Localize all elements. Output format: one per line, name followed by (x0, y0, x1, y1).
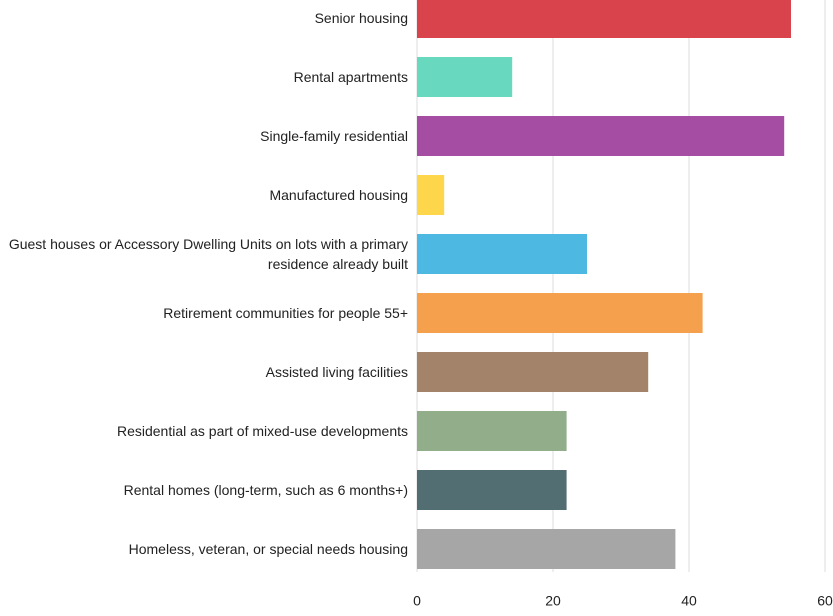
bar (417, 470, 567, 510)
bar (417, 175, 445, 215)
x-tick-label: 60 (817, 593, 833, 609)
bar (417, 234, 587, 274)
y-tick-label: Retirement communities for people 55+ (163, 305, 408, 321)
x-tick-label: 20 (545, 593, 561, 609)
y-tick-label: Residential as part of mixed-use develop… (116, 423, 408, 439)
bar (417, 116, 785, 156)
bar (417, 293, 703, 333)
y-tick-label: Homeless, veteran, or special needs hous… (128, 541, 408, 557)
bar (417, 411, 567, 451)
y-tick-label: Rental apartments (293, 69, 408, 85)
x-tick-label: 0 (413, 593, 421, 609)
y-tick-label: Assisted living facilities (265, 364, 408, 380)
bar (417, 0, 791, 38)
bar (417, 352, 649, 392)
y-tick-label: Rental homes (long-term, such as 6 month… (123, 482, 408, 498)
y-tick-label: Single-family residential (260, 128, 408, 144)
bar (417, 529, 676, 569)
x-tick-label: 40 (681, 593, 697, 609)
y-tick-label: Senior housing (314, 10, 408, 26)
bar (417, 57, 513, 97)
y-tick-label: Guest houses or Accessory Dwelling Units… (8, 236, 408, 272)
y-tick-label: Manufactured housing (269, 187, 408, 203)
